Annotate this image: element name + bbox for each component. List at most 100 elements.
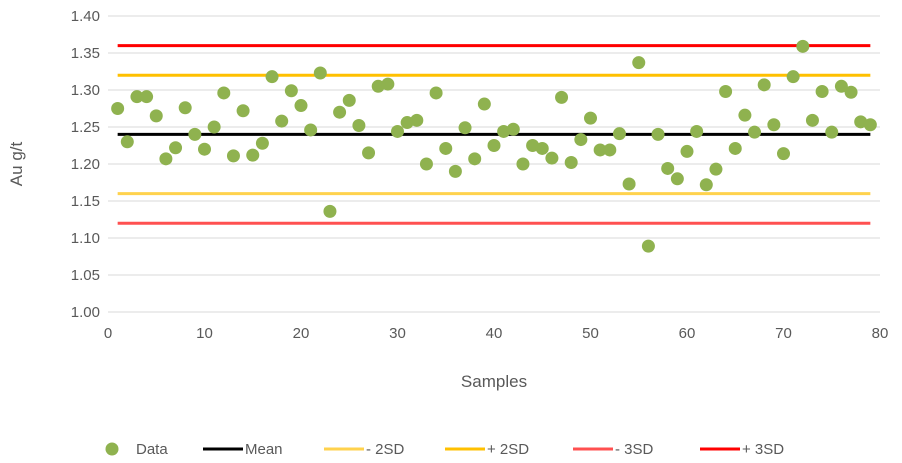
legend-label: Data	[136, 441, 168, 458]
y-axis-title: Au g/t	[7, 142, 26, 187]
y-tick-label: 1.25	[71, 119, 100, 136]
y-tick-label: 1.10	[71, 230, 100, 247]
x-tick-label: 40	[486, 325, 503, 342]
legend-item: - 3SD	[573, 441, 654, 458]
data-point	[207, 120, 221, 134]
x-tick-label: 30	[389, 325, 406, 342]
data-point	[111, 102, 125, 115]
data-point	[477, 97, 491, 111]
data-point	[178, 101, 192, 115]
data-point	[130, 90, 144, 104]
data-point	[255, 136, 269, 150]
data-point	[796, 39, 810, 53]
data-point	[352, 119, 366, 133]
y-tick-label: 1.30	[71, 82, 100, 99]
data-point	[149, 109, 163, 123]
legend-item: Mean	[203, 441, 283, 458]
data-point	[545, 151, 559, 165]
legend-label: + 3SD	[742, 441, 784, 458]
legend-marker	[105, 442, 119, 456]
data-point	[294, 99, 308, 113]
data-point	[304, 123, 318, 137]
data-point	[429, 86, 443, 100]
legend-label: Mean	[245, 441, 283, 458]
data-point	[844, 85, 858, 99]
data-point	[391, 124, 404, 138]
x-tick-label: 70	[775, 325, 792, 342]
data-point	[333, 105, 347, 119]
legend-item: + 2SD	[445, 441, 529, 458]
data-point	[786, 70, 800, 84]
data-point	[767, 118, 781, 132]
x-axis-ticks: 0 10 20 30 40 50 60 70 80	[104, 325, 889, 342]
data-point	[690, 124, 704, 138]
data-point	[169, 141, 183, 155]
data-point	[680, 144, 694, 158]
data-point	[651, 127, 665, 141]
x-tick-label: 60	[679, 325, 696, 342]
y-tick-label: 1.40	[71, 8, 100, 25]
data-point	[777, 147, 790, 161]
data-point	[159, 152, 173, 166]
legend-label: - 3SD	[615, 441, 654, 458]
data-point	[825, 125, 839, 139]
data-point	[699, 178, 713, 192]
data-points	[111, 39, 877, 253]
legend-item: - 2SD	[324, 441, 405, 458]
data-point	[593, 143, 607, 157]
data-point	[670, 172, 684, 186]
data-point	[246, 148, 260, 162]
x-tick-label: 50	[582, 325, 599, 342]
reference-lines	[117, 44, 871, 225]
data-point	[805, 113, 819, 127]
data-point	[362, 146, 376, 160]
data-point	[641, 239, 655, 253]
data-point	[487, 139, 501, 152]
data-point	[323, 204, 337, 218]
legend: Data Mean - 2SD + 2SD - 3SD + 3SD	[105, 441, 784, 458]
x-tick-label: 10	[196, 325, 213, 342]
data-point	[661, 161, 675, 175]
x-tick-label: 80	[872, 325, 889, 342]
data-point	[342, 93, 356, 107]
data-point	[719, 84, 733, 98]
data-point	[439, 141, 453, 155]
y-tick-label: 1.35	[71, 45, 100, 62]
data-point	[226, 149, 240, 163]
data-point	[140, 90, 154, 104]
data-point	[468, 152, 482, 166]
data-point	[738, 108, 752, 122]
x-tick-label: 0	[104, 325, 112, 342]
data-point	[198, 142, 211, 156]
data-point	[217, 86, 231, 100]
y-tick-label: 1.15	[71, 193, 100, 210]
data-point	[603, 143, 617, 157]
data-point	[574, 133, 588, 147]
data-point	[448, 164, 462, 178]
data-point	[188, 127, 202, 141]
data-point	[410, 113, 424, 127]
x-tick-label: 20	[293, 325, 310, 342]
data-point	[632, 56, 646, 70]
x-axis-title: Samples	[461, 372, 527, 391]
legend-label: + 2SD	[487, 441, 529, 458]
legend-item: + 3SD	[700, 441, 784, 458]
y-axis-ticks: 1.00 1.05 1.10 1.15 1.20 1.25 1.30 1.35 1.40	[71, 8, 100, 321]
y-tick-label: 1.05	[71, 267, 100, 284]
data-point	[381, 77, 395, 91]
data-point	[516, 157, 530, 171]
data-point	[622, 177, 636, 191]
legend-label: - 2SD	[366, 441, 405, 458]
data-point	[506, 122, 520, 136]
data-point	[748, 125, 762, 139]
data-point	[834, 79, 848, 93]
data-point	[564, 156, 578, 170]
data-point	[757, 78, 771, 92]
grid-lines	[108, 15, 880, 276]
data-point	[815, 84, 829, 98]
data-point	[284, 84, 298, 98]
y-tick-label: 1.20	[71, 156, 100, 173]
legend-item: Data	[105, 441, 168, 458]
data-point	[419, 157, 433, 171]
data-point	[709, 162, 723, 176]
